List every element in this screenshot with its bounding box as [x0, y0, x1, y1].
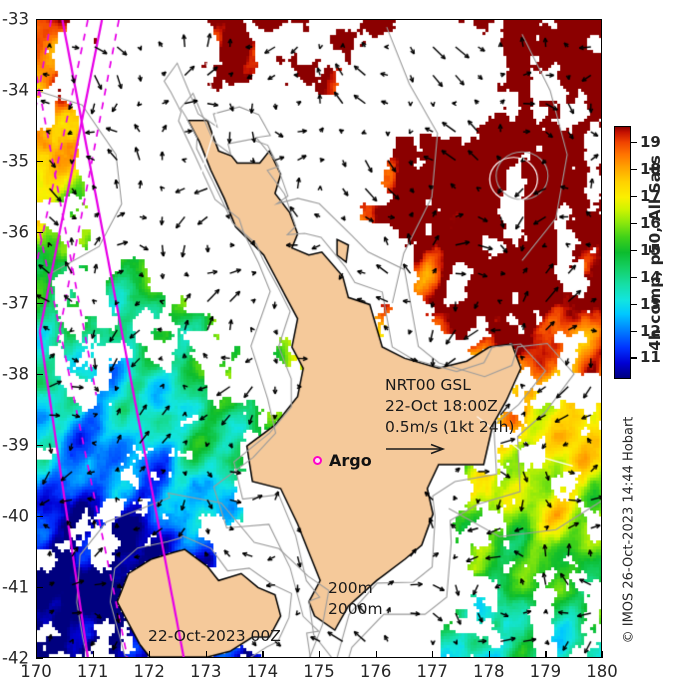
argo-float-marker-icon[interactable] — [313, 456, 322, 465]
colorbar-title: 4h comp, p50, All Sats — [646, 155, 664, 351]
y-tick-mark-7 — [36, 516, 43, 518]
current-vector-annotation: NRT00 GSL 22-Oct 18:00Z 0.5m/s (1kt 24h) — [385, 375, 514, 438]
x-tick-mark-4 — [262, 651, 264, 658]
argo-float-marker-group[interactable]: Argo — [313, 451, 372, 470]
y-tick-mark-1 — [36, 90, 43, 92]
map-plot-area[interactable]: NRT00 GSL 22-Oct 18:00Z 0.5m/s (1kt 24h)… — [36, 19, 602, 658]
x-tick-mark-5 — [319, 651, 321, 658]
colorbar-tick-4 — [631, 249, 637, 252]
argo-label: Argo — [329, 451, 372, 470]
vector-time-label: 22-Oct 18:00Z — [385, 397, 498, 415]
x-tick-label-7: 177 — [416, 662, 448, 681]
y-tick-mark-5 — [36, 374, 43, 376]
y-axis-tick-labels: -33 -34 -35 -36 -37 -38 -39 -40 -41 -42 — [0, 0, 33, 695]
colorbar-tick-label-8: 11 — [640, 348, 661, 367]
colorbar-tick-7 — [631, 330, 637, 332]
y-tick-label-1: -34 — [2, 80, 29, 100]
sst-map-canvas[interactable] — [37, 20, 601, 657]
y-tick-label-8: -41 — [2, 577, 29, 597]
x-tick-mark-3 — [205, 651, 208, 658]
colorbar-tick-6 — [631, 303, 637, 305]
x-tick-label-4: 174 — [246, 662, 279, 681]
bathymetry-contour-labels: 200m 2000m — [328, 578, 383, 620]
colorbar-tick-label-1: 18 — [640, 160, 661, 179]
x-tick-label-10: 180 — [586, 662, 618, 681]
x-tick-mark-6 — [375, 651, 377, 658]
x-tick-label-3: 173 — [190, 662, 222, 681]
colorbar-tick-3 — [631, 222, 637, 225]
y-tick-label-2: -35 — [2, 151, 29, 171]
y-tick-mark-8 — [36, 587, 43, 589]
colorbar-tick-1 — [631, 169, 637, 171]
x-tick-label-9: 179 — [529, 662, 562, 681]
x-tick-mark-1 — [92, 651, 94, 658]
y-tick-label-0: -33 — [2, 9, 29, 29]
colorbar-tick-label-2: 17 — [640, 186, 661, 205]
x-tick-mark-0 — [36, 651, 38, 658]
y-tick-mark-6 — [36, 445, 43, 447]
y-tick-label-9: -42 — [2, 648, 29, 668]
x-tick-mark-10 — [602, 651, 604, 658]
y-tick-label-4: -37 — [2, 293, 29, 313]
colorbar-tick-label-5: 14 — [640, 267, 661, 286]
y-tick-mark-2 — [36, 161, 43, 163]
vector-product-label: NRT00 GSL — [385, 376, 471, 394]
x-tick-label-0: 170 — [20, 662, 52, 681]
x-tick-mark-8 — [488, 651, 491, 658]
colorbar-tick-0 — [631, 142, 637, 144]
depth-contour-200m-label: 200m — [328, 579, 373, 597]
vector-scale-arrow-icon — [386, 443, 446, 455]
colorbar-tick-label-4: 15 — [640, 240, 661, 259]
copyright-label: © IMOS 26-Oct-2023 14:44 Hobart — [621, 416, 637, 644]
colorbar-tick-label-0: 19 — [640, 133, 661, 152]
x-tick-label-2: 172 — [133, 662, 165, 681]
x-tick-mark-2 — [149, 651, 151, 658]
colorbar-tick-5 — [631, 276, 637, 279]
colorbar — [614, 126, 631, 379]
colorbar-tick-2 — [631, 195, 637, 198]
colorbar-tick-8 — [631, 357, 637, 359]
depth-contour-2000m-label: 2000m — [328, 600, 383, 618]
y-tick-label-7: -40 — [2, 506, 29, 526]
x-tick-mark-7 — [432, 651, 434, 658]
x-tick-label-5: 175 — [303, 662, 335, 681]
x-tick-mark-9 — [545, 651, 547, 658]
y-tick-mark-3 — [36, 232, 43, 234]
colorbar-tick-label-6: 13 — [640, 294, 661, 313]
date-stamp-label: 22-Oct-2023 00Z — [148, 627, 281, 645]
colorbar-tick-label-3: 16 — [640, 213, 661, 232]
y-tick-mark-9 — [36, 658, 43, 660]
y-tick-mark-0 — [36, 19, 43, 21]
x-tick-label-1: 171 — [76, 662, 109, 681]
y-tick-label-5: -38 — [2, 364, 29, 384]
vector-scale-label: 0.5m/s (1kt 24h) — [385, 418, 515, 436]
y-tick-label-3: -36 — [2, 222, 29, 242]
colorbar-tick-label-7: 12 — [640, 321, 661, 340]
x-tick-label-8: 178 — [473, 662, 505, 681]
x-tick-label-6: 176 — [359, 662, 392, 681]
y-tick-mark-4 — [36, 303, 43, 305]
y-tick-label-6: -39 — [2, 435, 29, 455]
